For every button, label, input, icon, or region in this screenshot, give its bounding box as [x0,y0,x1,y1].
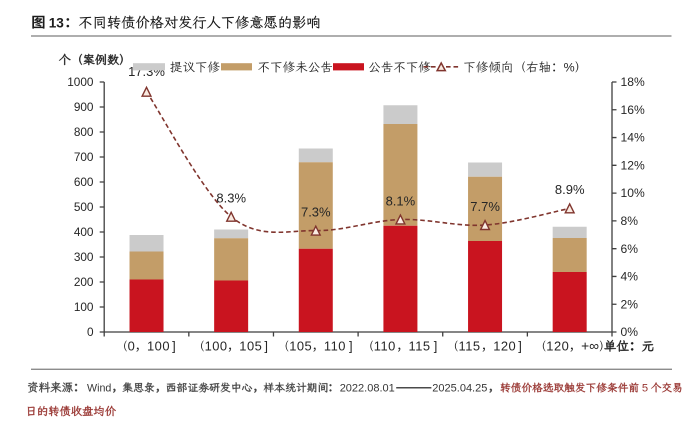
svg-text:200: 200 [74,275,94,289]
svg-text:]: ] [264,338,268,353]
svg-text:900: 900 [74,100,94,114]
svg-text:]: ] [434,338,438,353]
svg-text:16%: 16% [621,103,645,117]
svg-text:8%: 8% [621,214,639,228]
svg-text:0%: 0% [621,325,639,339]
svg-text:6%: 6% [621,242,639,256]
svg-text:1000: 1000 [67,75,94,89]
svg-text:105: 105 [289,338,312,353]
svg-text:13: 13 [49,15,65,30]
svg-text:100: 100 [147,338,170,353]
svg-text:120: 120 [493,338,516,353]
svg-text:]: ] [518,338,522,353]
svg-text:110: 110 [324,338,346,353]
svg-text:800: 800 [74,125,94,139]
svg-text:500: 500 [74,200,94,214]
svg-text:600: 600 [74,175,94,189]
svg-text:100: 100 [74,300,94,314]
svg-text:12%: 12% [621,158,645,172]
svg-text:100: 100 [205,338,228,353]
svg-text:2025.04.25: 2025.04.25 [432,382,487,394]
svg-text:7.3%: 7.3% [301,204,331,219]
svg-text:5: 5 [642,382,648,394]
svg-text:]: ] [349,338,353,353]
svg-text:8.9%: 8.9% [555,182,585,197]
svg-text:Wind: Wind [87,382,111,394]
svg-text:8.1%: 8.1% [386,193,416,208]
svg-text:10%: 10% [621,186,645,200]
svg-text:8.3%: 8.3% [216,191,246,206]
svg-text:14%: 14% [621,131,645,145]
svg-text:110: 110 [374,338,396,353]
svg-text:7.7%: 7.7% [470,199,500,214]
svg-text:0: 0 [128,338,136,353]
svg-text:120: 120 [546,338,569,353]
svg-text:2%: 2% [621,297,639,311]
svg-text:2022.08.01: 2022.08.01 [340,382,395,394]
svg-text:+∞: +∞ [581,338,599,353]
svg-text:300: 300 [74,250,94,264]
svg-text:115: 115 [459,338,481,353]
svg-text:%: % [564,60,575,74]
svg-text:18%: 18% [621,75,645,89]
svg-text:105: 105 [239,338,262,353]
svg-text:0: 0 [87,325,94,339]
svg-text:700: 700 [74,150,94,164]
svg-text:4%: 4% [621,270,639,284]
svg-text:115: 115 [409,338,431,353]
svg-text:]: ] [172,338,176,353]
svg-text:400: 400 [74,225,94,239]
